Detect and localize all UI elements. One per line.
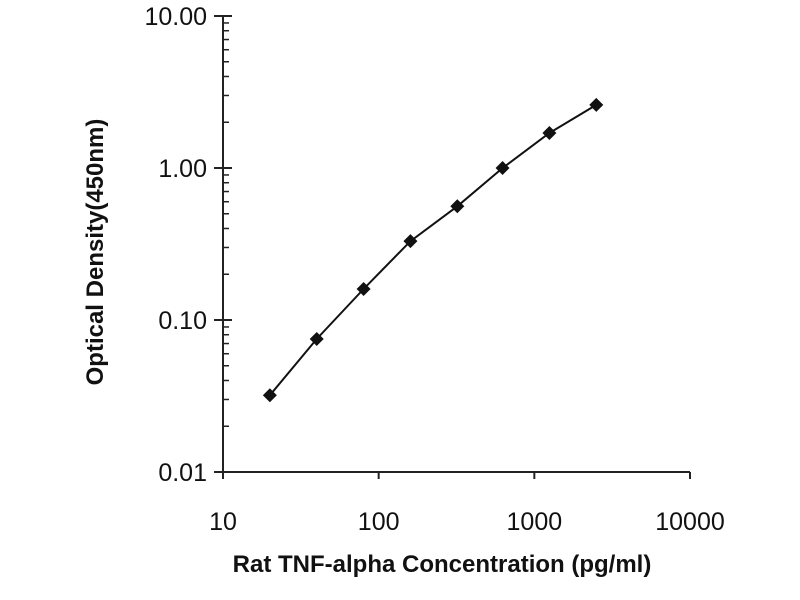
x-tick-label: 1000 bbox=[507, 508, 563, 536]
y-tick-label: 10.00 bbox=[144, 3, 207, 31]
chart-axes bbox=[214, 15, 691, 479]
data-point-marker bbox=[450, 199, 465, 214]
data-point-marker bbox=[542, 125, 557, 140]
y-tick-label: 1.00 bbox=[158, 155, 207, 183]
data-point-marker bbox=[356, 281, 371, 296]
y-minor-ticks bbox=[223, 22, 229, 427]
y-tick-label: 0.10 bbox=[158, 307, 207, 335]
data-point-marker bbox=[589, 97, 604, 112]
x-axis-title: Rat TNF-alpha Concentration (pg/ml) bbox=[233, 551, 652, 578]
series-points bbox=[262, 97, 604, 403]
y-axis-title: Optical Density(450nm) bbox=[82, 119, 109, 386]
data-point-marker bbox=[495, 161, 510, 175]
series-line bbox=[269, 104, 597, 396]
x-major-ticks bbox=[222, 472, 691, 479]
data-point-marker bbox=[309, 331, 324, 346]
x-tick-label: 10 bbox=[209, 508, 237, 536]
y-tick-label: 0.01 bbox=[158, 459, 207, 487]
x-tick-labels: 10 100 1000 10000 bbox=[209, 508, 725, 536]
data-point-marker bbox=[262, 388, 277, 403]
x-tick-label: 100 bbox=[358, 508, 400, 536]
y-tick-labels: 0.01 0.10 1.00 10.00 bbox=[144, 3, 207, 487]
data-point-marker bbox=[403, 234, 418, 249]
x-tick-label: 10000 bbox=[655, 508, 725, 536]
